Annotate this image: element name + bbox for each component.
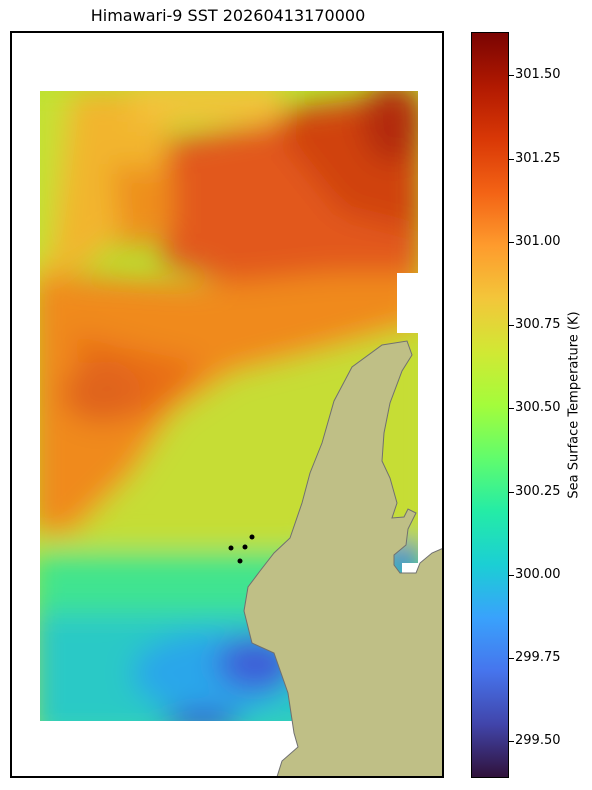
colorbar-label: Sea Surface Temperature (K) [566, 311, 582, 499]
tick-label: 301.50 [515, 67, 561, 83]
tick-label: 301.25 [515, 150, 561, 166]
map-title: Himawari-9 SST 20260413170000 [90, 6, 366, 25]
tick-mark [509, 158, 514, 160]
station-markers [228, 534, 255, 564]
tick-label: 300.75 [515, 317, 561, 333]
tick-mark [509, 75, 514, 77]
sst-map [10, 31, 444, 778]
tick-mark [509, 325, 514, 327]
tick-mark [509, 741, 514, 743]
tick-label: 300.00 [515, 566, 561, 582]
colorbar-ticks: 299.50 299.75 300.00 300.25 300.50 300.75 301.… [509, 32, 579, 778]
tick-mark [509, 658, 514, 660]
tick-label: 301.00 [515, 233, 561, 249]
colorbar [471, 32, 509, 778]
tick-mark [509, 491, 514, 493]
tick-mark [509, 408, 514, 410]
tick-label: 299.75 [515, 650, 561, 666]
tick-label: 299.50 [515, 733, 561, 749]
station-point [249, 534, 255, 540]
tick-mark [509, 241, 514, 243]
land-mass [243, 340, 442, 776]
tick-label: 300.50 [515, 400, 561, 416]
station-point [237, 558, 243, 564]
station-point [228, 545, 234, 551]
tick-mark [509, 574, 514, 576]
station-point [242, 544, 248, 550]
tick-label: 300.25 [515, 483, 561, 499]
